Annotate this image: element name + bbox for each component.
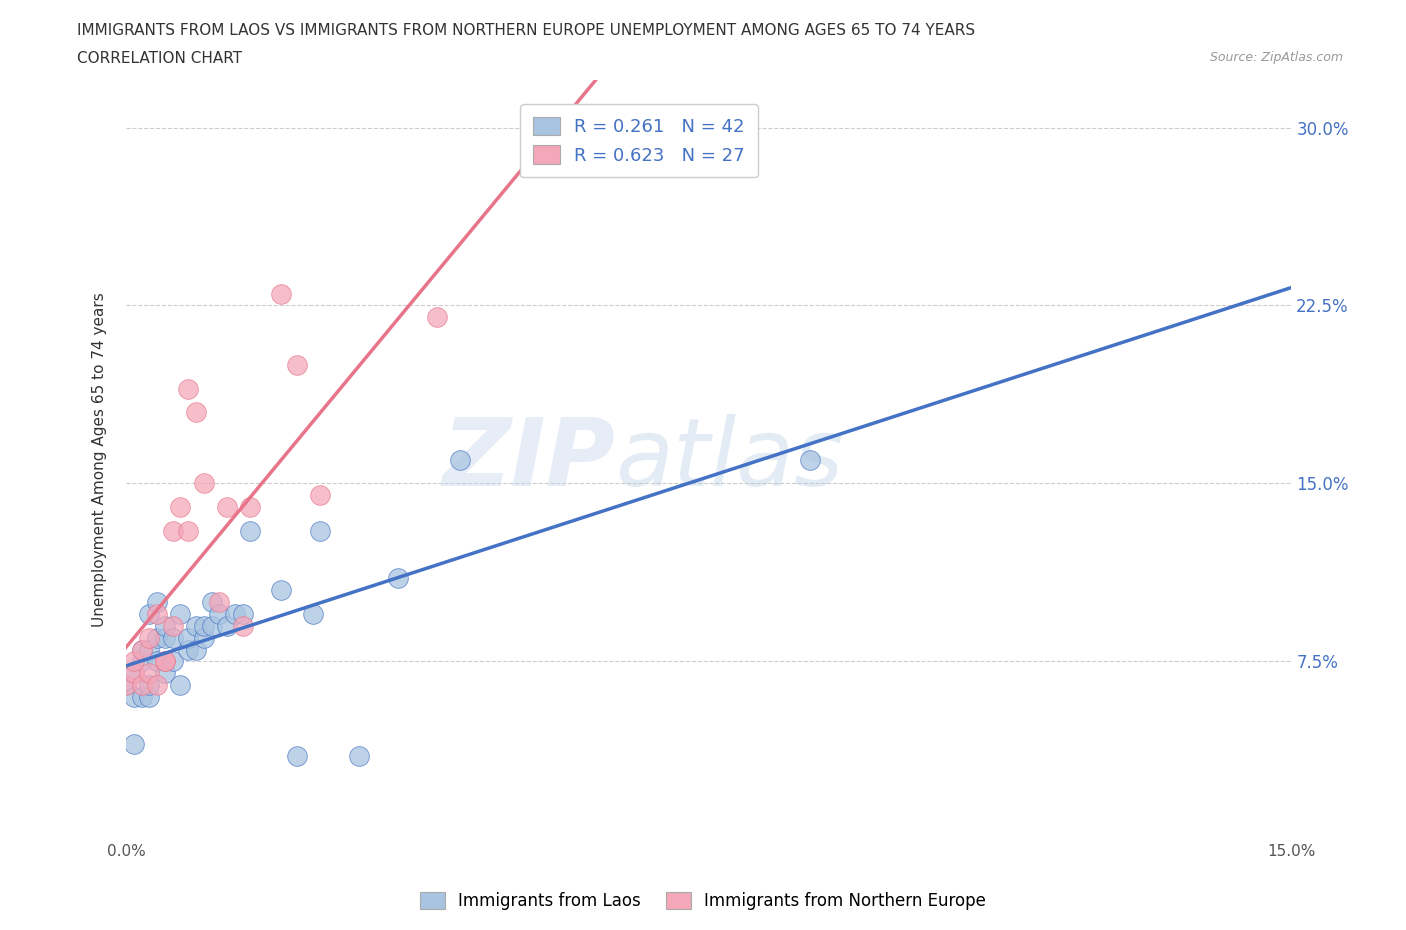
Point [177,631,200,645]
Point [169,499,191,514]
Point [270,286,292,301]
Point [153,654,176,669]
Point [153,618,176,633]
Point [122,654,145,669]
Point [146,631,169,645]
Point [426,310,449,325]
Point [285,749,308,764]
Point [131,642,153,657]
Point [239,499,262,514]
Point [177,381,200,396]
Point [146,594,169,609]
Text: Source: ZipAtlas.com: Source: ZipAtlas.com [1209,51,1343,64]
Point [215,618,238,633]
Point [208,594,231,609]
Point [193,631,215,645]
Point [131,689,153,704]
Point [162,654,184,669]
Point [138,678,160,693]
Point [169,678,191,693]
Point [184,405,207,419]
Point [169,606,191,621]
Point [301,606,323,621]
Point [208,606,231,621]
Text: CORRELATION CHART: CORRELATION CHART [77,51,242,66]
Point [232,618,254,633]
Point [347,749,370,764]
Point [115,678,138,693]
Point [162,524,184,538]
Point [193,618,215,633]
Point [162,631,184,645]
Point [184,618,207,633]
Point [153,666,176,681]
Point [387,571,409,586]
Legend: Immigrants from Laos, Immigrants from Northern Europe: Immigrants from Laos, Immigrants from No… [413,885,993,917]
Point [239,524,262,538]
Point [270,583,292,598]
Point [122,666,145,681]
Point [224,606,246,621]
Point [177,642,200,657]
Point [138,642,160,657]
Point [543,155,565,170]
Point [309,488,332,503]
Point [146,678,169,693]
Point [146,606,169,621]
Point [200,618,222,633]
Y-axis label: Unemployment Among Ages 65 to 74 years: Unemployment Among Ages 65 to 74 years [93,292,107,627]
Point [122,689,145,704]
Text: ZIP: ZIP [443,414,616,506]
Point [193,476,215,491]
Point [177,524,200,538]
Point [122,737,145,751]
Point [138,666,160,681]
Point [232,606,254,621]
Point [131,654,153,669]
Point [153,631,176,645]
Point [153,654,176,669]
Point [285,357,308,372]
Point [799,452,821,467]
Text: IMMIGRANTS FROM LAOS VS IMMIGRANTS FROM NORTHERN EUROPE UNEMPLOYMENT AMONG AGES : IMMIGRANTS FROM LAOS VS IMMIGRANTS FROM … [77,23,976,38]
Legend: R = 0.261   N = 42, R = 0.623   N = 27: R = 0.261 N = 42, R = 0.623 N = 27 [520,104,758,178]
Point [115,678,138,693]
Point [138,689,160,704]
Point [122,666,145,681]
Text: atlas: atlas [616,414,844,505]
Point [309,524,332,538]
Point [162,618,184,633]
Point [131,642,153,657]
Point [138,606,160,621]
Point [184,642,207,657]
Point [138,631,160,645]
Point [131,678,153,693]
Point [200,594,222,609]
Point [215,499,238,514]
Point [449,452,471,467]
Point [146,654,169,669]
